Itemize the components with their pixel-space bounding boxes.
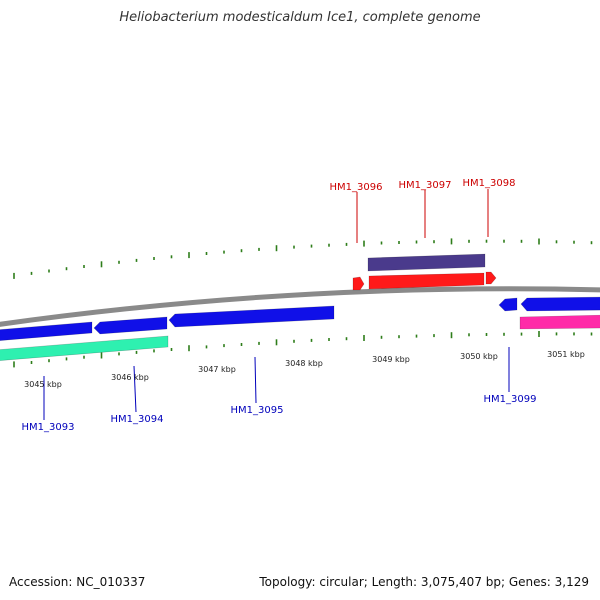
scale-label-3048: 3048 kbp xyxy=(285,359,323,368)
scale-label-3050: 3050 kbp xyxy=(460,352,498,361)
gene-label-hm1-3098[interactable]: HM1_3098 xyxy=(463,178,516,189)
gene-label-hm1-3097[interactable]: HM1_3097 xyxy=(399,180,452,191)
gene-hm1-3096-arrow[interactable] xyxy=(352,276,365,291)
scale-label-3051: 3051 kbp xyxy=(547,350,585,359)
map-title: Heliobacterium modesticaldum Ice1, compl… xyxy=(119,10,481,25)
gene-hm1-3095-arrow[interactable] xyxy=(168,305,335,328)
gene-blue-right-arrow[interactable] xyxy=(520,296,600,312)
gene-hm1-3097-arrow[interactable] xyxy=(368,272,485,290)
accession-text: Accession: NC_010337 xyxy=(9,575,146,589)
scale-label-3047: 3047 kbp xyxy=(198,365,236,374)
gene-label-hm1-3093[interactable]: HM1_3093 xyxy=(22,422,75,433)
gene-hm1-3093-arrow[interactable] xyxy=(0,321,93,341)
scale-label-3049: 3049 kbp xyxy=(372,355,410,364)
hm1-3095-connector xyxy=(254,356,257,404)
hm1-3094-connector xyxy=(133,365,137,413)
scale-label-3046: 3046 kbp xyxy=(111,373,149,382)
gene-hm1-3099-small-arrow[interactable] xyxy=(498,297,518,312)
scale-label-3045: 3045 kbp xyxy=(24,380,62,389)
gene-label-hm1-3095[interactable]: HM1_3095 xyxy=(231,405,284,416)
gene-hm1-3094-arrow[interactable] xyxy=(93,316,168,335)
gene-magenta-bar[interactable] xyxy=(519,314,600,330)
gene-label-hm1-3099[interactable]: HM1_3099 xyxy=(484,394,537,405)
gene-hm1-3097-bar[interactable] xyxy=(367,253,486,272)
top-tick-track xyxy=(13,238,593,279)
genome-backbone xyxy=(0,286,600,327)
gene-label-hm1-3096[interactable]: HM1_3096 xyxy=(330,182,383,193)
gene-label-hm1-3094[interactable]: HM1_3094 xyxy=(111,414,164,425)
genome-summary-text: Topology: circular; Length: 3,075,407 bp… xyxy=(259,575,589,589)
gene-hm1-3098-arrow[interactable] xyxy=(485,271,497,285)
gene-teal-bar[interactable] xyxy=(0,335,169,361)
bottom-tick-track xyxy=(13,331,593,368)
